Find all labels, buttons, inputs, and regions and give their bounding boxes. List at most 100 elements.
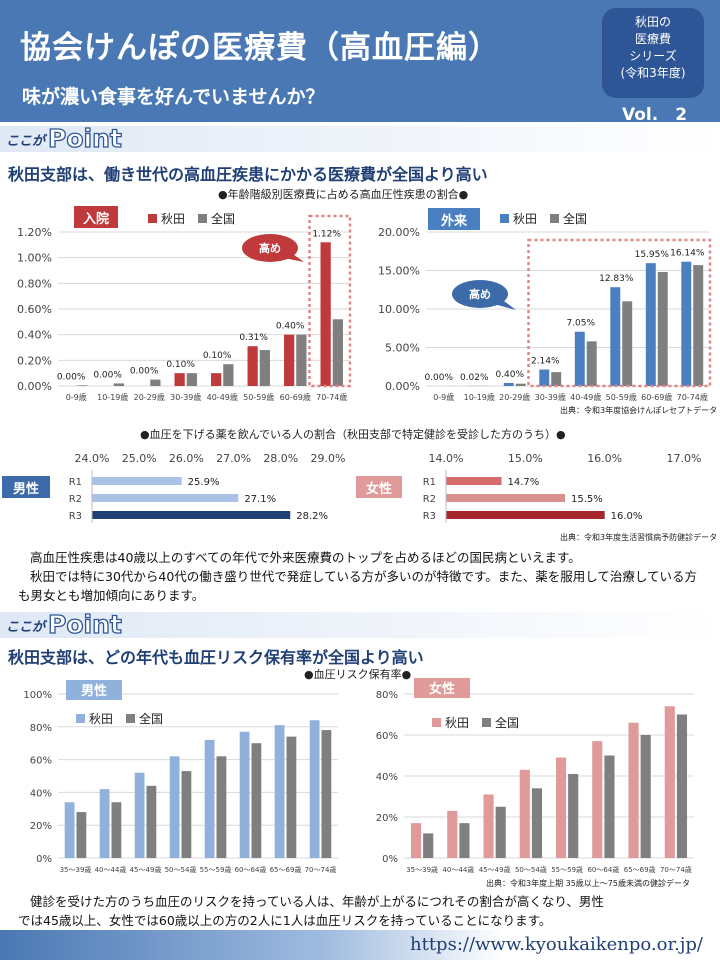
data-label: 12.83% [599,274,634,284]
bar-akita [446,477,502,485]
x-tick-label: 28.0% [263,452,298,465]
header-banner [0,0,720,122]
chart-label: 男性 [81,683,107,699]
x-tick-label: 40-49歳 [207,392,238,402]
bar-akita [169,756,180,858]
x-tick-label: 55～59歳 [551,865,583,874]
x-tick-label: 15.0% [508,452,543,465]
bar-akita [204,739,215,858]
body-paragraph: 秋田では特に30代から40代の働き盛り世代で発症している方が多いのが特徴です。ま… [18,569,697,603]
bar-akita [483,794,494,858]
y-tick-label: 20% [30,821,52,832]
y-tick-label: R2 [423,494,436,505]
source-note: 出典：令和3年度協会けんぽレセプトデータ [560,406,718,415]
legend-swatch-national [482,718,491,727]
chart-label-box [428,208,480,230]
chart-label-box [66,680,122,700]
bar-akita [503,382,514,386]
x-tick-label: 17.0% [667,452,702,465]
bar-national [531,788,543,858]
bar-national [186,373,197,386]
footer-bar [0,930,720,960]
point-banner: ここが Point [0,609,720,640]
bar-akita [539,369,550,386]
series-badge-line: 医療費 [634,32,671,46]
legend-label: 秋田 [161,212,185,226]
bar-national [515,383,526,386]
bar-akita [410,823,422,858]
chart-label: 女性 [429,681,455,697]
data-label: 16.14% [670,249,705,259]
x-tick-label: 10-19歳 [464,392,495,402]
bar-national [321,730,332,858]
point-banner: ここが Point [0,123,720,154]
x-tick-label: 0-9歳 [433,392,454,402]
section1-chart-caption: ●年齢階級別医療費に占める高血圧性疾患の割合● [218,188,469,201]
section2-heading: 秋田支部は、どの年代も血圧リスク保有率が全国より高い [8,648,424,667]
y-tick-label: 0.60% [17,303,52,316]
y-tick-label: 0.80% [17,277,52,290]
x-tick-label: 45～49歳 [479,865,511,874]
callout-bubble [242,234,298,262]
x-tick-label: 50～54歳 [515,865,547,874]
y-tick-label: R3 [69,511,82,522]
y-tick-label: 100% [23,690,52,701]
bar-akita [446,494,565,502]
legend-label: 秋田 [89,712,113,726]
x-tick-label: 20-29歳 [499,392,530,402]
bar-national [657,272,668,386]
legend-swatch-akita [432,718,441,727]
data-label: 15.95% [635,250,670,260]
bar-national [423,833,434,858]
x-tick-label: 50-59歳 [243,392,274,402]
legend-label: 全国 [139,711,163,726]
bar-akita [99,789,110,858]
data-label: 2.14% [531,357,560,367]
callout-text: 高め [259,241,281,255]
x-tick-label: 40～44歳 [95,865,127,874]
x-tick-label: 60-69歳 [280,392,311,402]
legend-swatch-akita [76,714,85,723]
series-badge-line: シリーズ [629,49,677,63]
bar-akita [628,722,639,858]
x-tick-label: 30-39歳 [170,392,201,402]
bar-national [77,385,88,386]
highlight-box [527,238,712,388]
x-tick-label: 14.0% [429,452,464,465]
bar-akita [555,757,567,858]
legend-swatch-national [550,214,559,223]
x-tick-label: 50-59歳 [606,392,637,402]
chart-label-box [414,678,470,698]
x-tick-label: 70～74歳 [660,865,692,874]
bar-national [150,379,161,386]
bar-national [223,364,234,386]
data-label: 0.40% [495,370,524,380]
x-tick-label: 10-19歳 [97,392,128,402]
point-word: Point [47,609,122,639]
highlight-box [308,214,352,388]
bar-akita [284,334,295,386]
legend-label: 秋田 [513,212,537,226]
x-tick-label: 65～69歳 [624,865,656,874]
bar-akita [92,511,291,519]
x-tick-label: 0-9歳 [66,392,87,402]
bar-national [111,802,122,858]
data-label: 15.5% [571,494,603,505]
bar-akita [92,494,239,502]
source-note: 出典：令和3年度生活習慣病予防健診データ [560,533,718,542]
y-tick-label: 1.20% [17,226,52,239]
y-tick-label: 40% [30,788,52,799]
chart-label-box [2,476,50,498]
inpatient-chart: 0.00% 0.20% 0.40% 0.60% 0.80% 1.00% 1.20% 0.00%… [17,206,352,402]
footer-url[interactable]: https://www.kyoukaikenpo.or.jp/ [410,934,703,955]
bar-akita [446,511,605,519]
bar-akita [64,802,75,858]
x-tick-label: 26.0% [169,452,204,465]
bar-akita [134,772,145,858]
bar-national [604,755,615,858]
bar-national [296,334,307,386]
x-tick-label: 55～59歳 [200,865,232,874]
bar-national [259,350,270,386]
x-tick-label: 16.0% [587,452,622,465]
y-tick-label: 0.40% [17,329,52,342]
